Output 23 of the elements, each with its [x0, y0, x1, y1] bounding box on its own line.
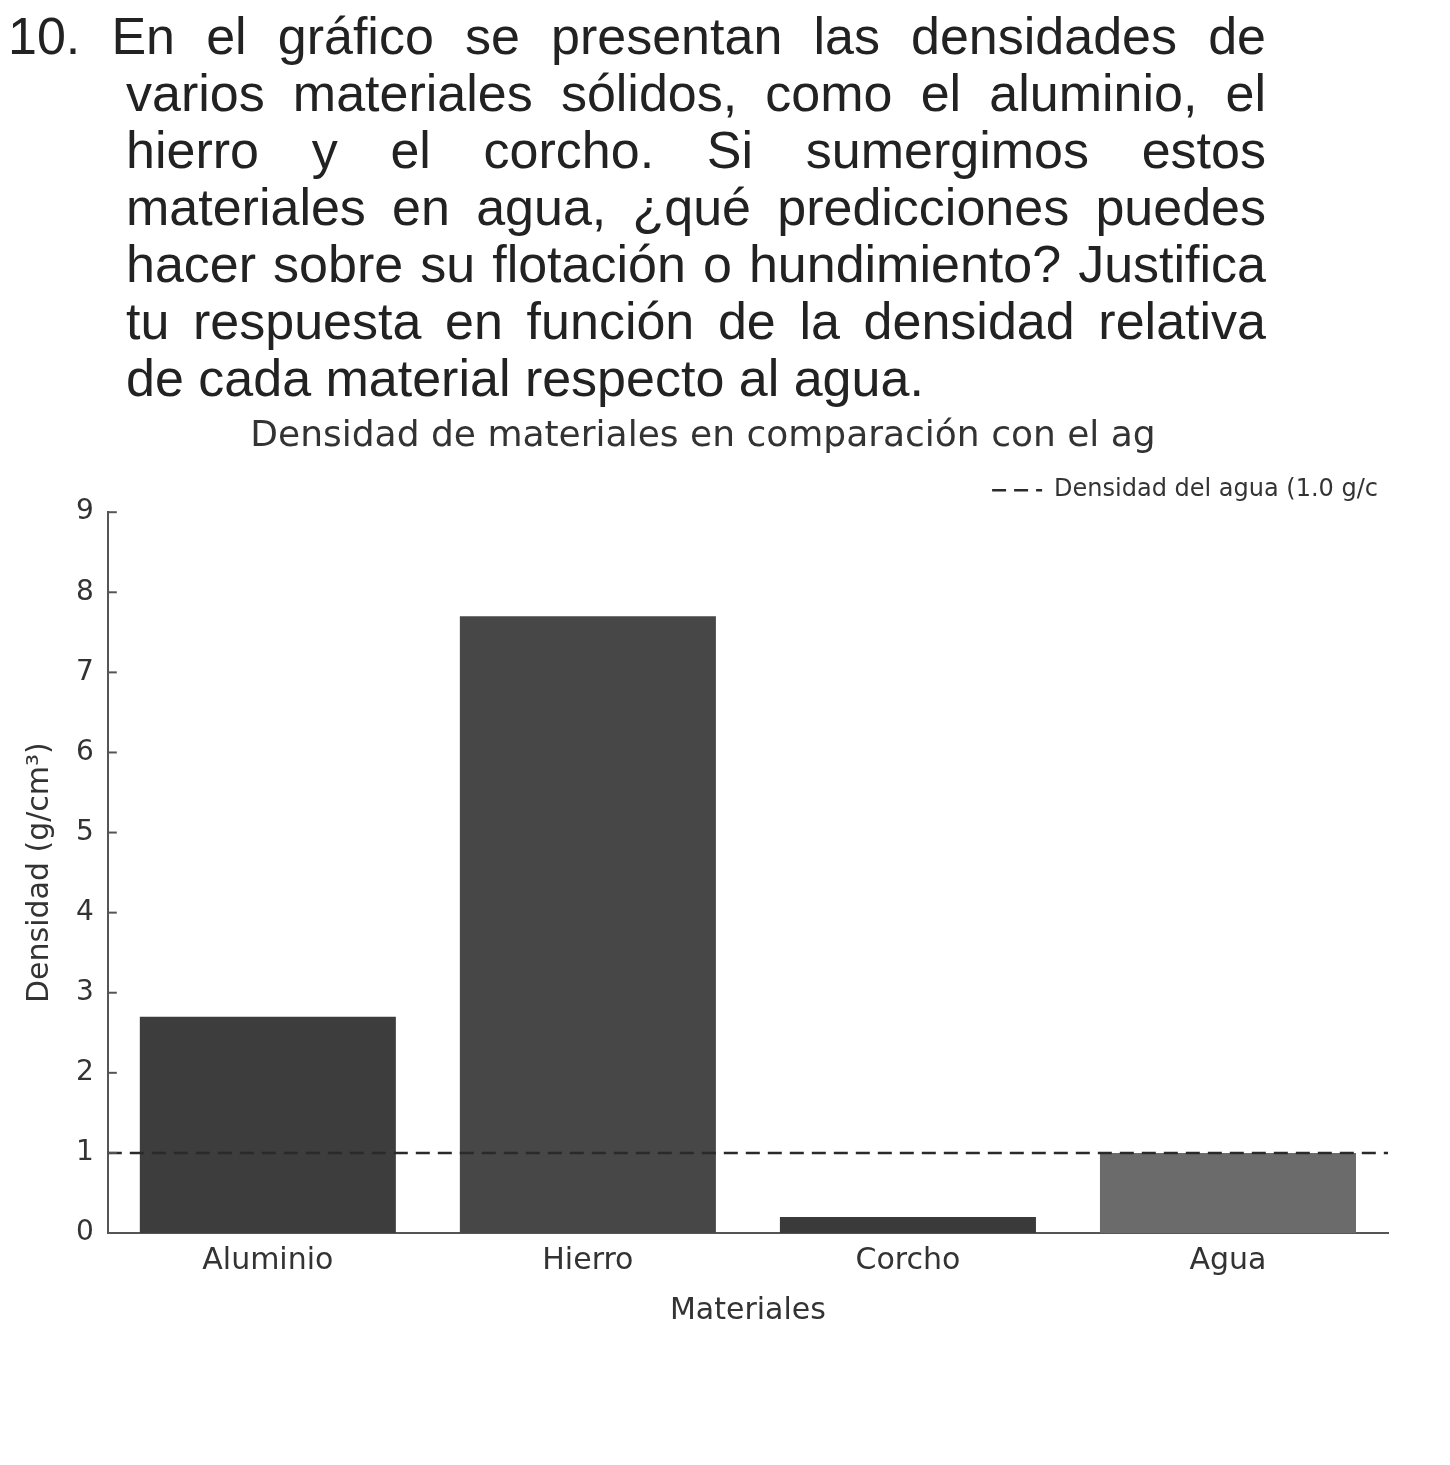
- x-tick-label: Agua: [1189, 1240, 1267, 1276]
- y-tick-label: 1: [75, 1134, 94, 1168]
- legend-label: Densidad del agua (1.0 g/c: [1054, 474, 1379, 503]
- y-tick-label: 4: [75, 893, 94, 927]
- x-tick-label: Hierro: [542, 1240, 634, 1276]
- y-tick-label: 8: [75, 573, 94, 607]
- bar: [459, 616, 716, 1233]
- bar: [779, 1216, 1036, 1233]
- y-tick-label: 5: [75, 813, 94, 847]
- y-tick-label: 0: [75, 1214, 94, 1248]
- y-axis-title: Densidad (g/cm³): [19, 742, 55, 1004]
- x-axis-title: Materiales: [669, 1290, 826, 1326]
- chart-title: Densidad de materiales en comparación con el ag: [250, 412, 1156, 454]
- y-tick-label: 3: [75, 974, 94, 1008]
- bar: [1099, 1152, 1356, 1233]
- y-tick-label: 6: [75, 733, 94, 767]
- text: 10. En el gráfico se presentan las densidades de varios materiales sólidos, como el aluminio, el hierro y el corcho. Si sumergimos estos materiales en agua, ¿qué predicciones puedes hacer sobre su flotación o hundimiento? Justifica tu respuesta en función de la densidad relativa de cada material respecto al agua.: [8, 7, 1266, 407]
- x-tick-label: Aluminio: [202, 1240, 334, 1276]
- y-tick-label: 9: [75, 493, 94, 527]
- x-tick-label: Corcho: [855, 1240, 961, 1276]
- y-tick-label: 7: [75, 653, 94, 687]
- bar: [139, 1016, 396, 1233]
- y-tick-label: 2: [75, 1054, 94, 1088]
